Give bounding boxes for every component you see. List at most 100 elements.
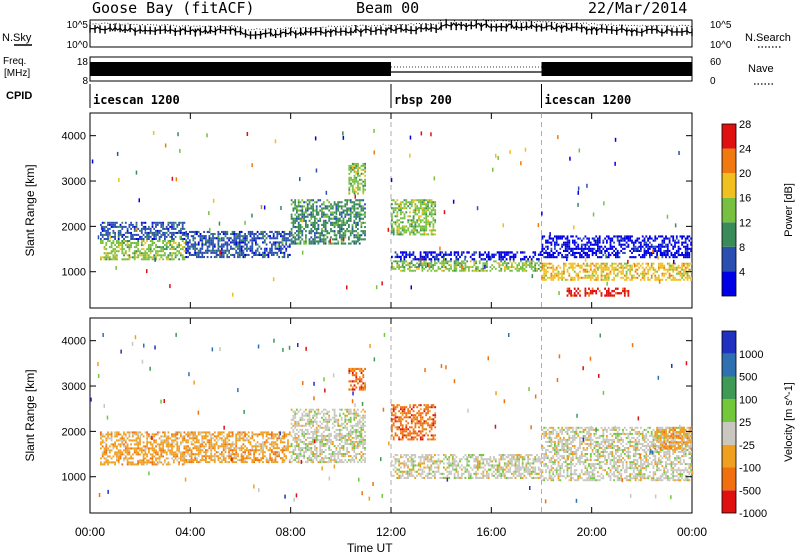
data-cell xyxy=(606,235,608,238)
data-cell xyxy=(613,272,615,275)
data-cell xyxy=(403,262,406,265)
data-cell xyxy=(188,247,191,250)
data-cell xyxy=(430,253,433,256)
data-cell xyxy=(322,211,325,214)
data-cell xyxy=(401,262,404,265)
data-cell xyxy=(103,256,106,259)
data-cell xyxy=(312,213,314,216)
data-cell xyxy=(640,256,642,259)
data-cell xyxy=(357,223,359,226)
data-cell xyxy=(146,443,148,446)
data-cell xyxy=(480,267,483,270)
data-cell xyxy=(148,227,150,230)
data-cell xyxy=(151,244,154,247)
data-cell xyxy=(121,453,124,456)
data-cell xyxy=(203,237,205,240)
data-cell xyxy=(233,256,236,259)
data-cell xyxy=(349,209,352,212)
data-cell xyxy=(658,276,660,279)
data-cell xyxy=(178,461,180,464)
data-cell xyxy=(611,237,614,240)
data-cell xyxy=(117,439,120,442)
data-cell xyxy=(276,235,279,238)
data-cell xyxy=(613,254,615,257)
data-cell xyxy=(673,259,675,264)
data-cell xyxy=(126,227,129,230)
data-cell xyxy=(176,441,179,444)
data-cell xyxy=(509,255,512,259)
data-cell xyxy=(126,244,129,247)
data-cell xyxy=(577,292,580,295)
data-cell xyxy=(301,461,304,464)
data-cell xyxy=(312,453,314,455)
data-cell xyxy=(358,215,361,218)
data-cell xyxy=(353,192,356,195)
data-cell xyxy=(392,266,395,268)
data-cell xyxy=(265,441,268,444)
data-cell xyxy=(251,459,254,462)
data-cell xyxy=(611,262,614,265)
data-cell xyxy=(443,266,445,268)
data-cell xyxy=(100,457,102,460)
data-cell xyxy=(598,249,601,252)
data-cell xyxy=(140,252,143,255)
data-cell xyxy=(595,289,598,293)
data-cell xyxy=(681,235,683,238)
data-cell xyxy=(299,223,302,226)
data-cell xyxy=(203,459,205,462)
data-cell xyxy=(403,199,406,202)
data-cell xyxy=(240,431,243,434)
data-cell xyxy=(503,269,506,272)
data-cell xyxy=(276,447,279,450)
data-cell xyxy=(543,272,546,275)
data-cell xyxy=(148,233,150,236)
data-cell xyxy=(199,461,202,464)
data-cell xyxy=(238,249,241,252)
data-cell xyxy=(292,223,295,226)
data-cell xyxy=(317,240,320,243)
data-cell xyxy=(119,248,122,251)
data-cell xyxy=(616,274,619,277)
data-cell xyxy=(317,455,320,458)
data-cell xyxy=(434,262,436,265)
data-cell xyxy=(165,258,168,261)
data-cell xyxy=(330,221,332,224)
data-cell xyxy=(114,231,116,234)
data-cell xyxy=(107,221,109,224)
data-cell xyxy=(434,229,437,232)
data-cell xyxy=(645,251,648,254)
data-cell xyxy=(537,223,540,228)
data-cell xyxy=(267,253,270,256)
data-cell xyxy=(299,451,302,453)
data-cell xyxy=(360,199,363,202)
data-cell xyxy=(194,453,196,456)
data-cell xyxy=(647,276,649,279)
data-cell xyxy=(199,247,202,250)
data-cell xyxy=(274,447,277,450)
data-cell xyxy=(348,213,350,216)
data-cell xyxy=(233,461,236,464)
data-cell xyxy=(190,455,193,458)
data-cell xyxy=(525,255,528,259)
data-cell xyxy=(180,457,182,460)
data-cell xyxy=(401,233,404,236)
data-cell xyxy=(503,267,506,270)
data-cell xyxy=(190,230,193,233)
data-cell xyxy=(312,455,314,458)
data-cell xyxy=(183,238,186,240)
data-cell xyxy=(482,253,485,256)
data-cell xyxy=(123,238,125,240)
data-cell xyxy=(213,256,216,259)
data-cell xyxy=(107,437,109,440)
data-cell xyxy=(151,433,154,436)
data-cell xyxy=(165,441,168,444)
data-cell xyxy=(112,231,115,234)
data-cell xyxy=(340,211,343,214)
data-cell xyxy=(194,241,196,244)
data-cell xyxy=(172,459,175,462)
data-cell xyxy=(238,239,241,242)
data-cell xyxy=(128,453,131,456)
data-cell xyxy=(566,254,569,257)
data-cell xyxy=(290,199,293,202)
data-cell xyxy=(622,287,624,290)
